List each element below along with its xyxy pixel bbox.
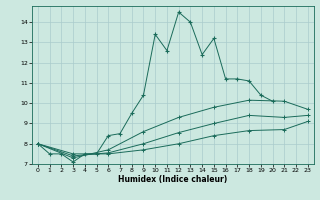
X-axis label: Humidex (Indice chaleur): Humidex (Indice chaleur) xyxy=(118,175,228,184)
